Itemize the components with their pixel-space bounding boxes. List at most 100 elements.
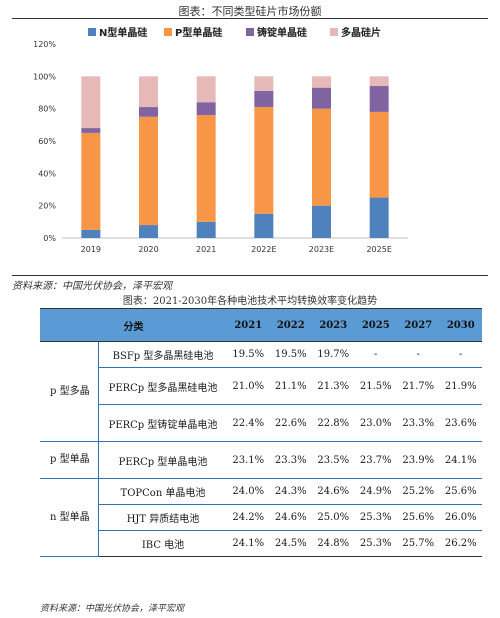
x-tick-label: 2020	[138, 245, 158, 254]
cell: 26.0%	[439, 504, 482, 531]
bar-segment	[196, 102, 216, 116]
legend-label: 铸锭单晶硅	[257, 26, 307, 39]
y-tick-label: 80%	[38, 105, 56, 114]
efficiency-table: 分类 2021 2022 2023 2025 2027 2030 p 型多晶 B…	[40, 308, 482, 557]
chart-axis: 0% 20% 40% 60% 80% 100% 120% 2019 2020 2021 2022E 2…	[33, 40, 408, 254]
bar-segment	[81, 229, 101, 238]
chart-bottom-rule	[12, 275, 488, 276]
table-row: PERCp 型铸锭单晶电池 22.4% 22.6% 22.8% 23.0% 23…	[40, 404, 482, 442]
cell: 23.3%	[397, 404, 440, 442]
bar-segment	[139, 225, 158, 238]
figure1-source: 资料来源：中国光伏协会，泽平宏观	[12, 281, 172, 292]
x-tick-label: 2023E	[309, 245, 334, 254]
cell: 24.2%	[227, 504, 270, 531]
bar-segment	[312, 108, 331, 206]
bar-segment	[81, 76, 101, 129]
table-row: p 型单晶 PERCp 型单晶电池 23.1% 23.3% 23.5% 23.7…	[40, 441, 482, 479]
legend-swatch	[330, 28, 338, 36]
bar-segment	[196, 76, 216, 103]
bar-segment	[254, 107, 274, 214]
cell: 24.3%	[269, 478, 312, 505]
cell: 25.0%	[312, 504, 355, 531]
cell: 24.9%	[354, 478, 397, 505]
y-tick-label: 0%	[43, 234, 56, 243]
header-year: 2027	[397, 308, 440, 342]
cell: 24.6%	[269, 504, 312, 531]
bar-segment	[139, 116, 158, 226]
cell: 19.7%	[312, 341, 355, 368]
cell: 23.5%	[312, 441, 355, 479]
chart-bars	[81, 76, 389, 238]
x-tick-label: 2022E	[251, 245, 276, 254]
cell: 23.6%	[439, 404, 482, 442]
bar-segment	[369, 111, 389, 198]
table-row: n 型单晶 TOPCon 单晶电池 24.0% 24.3% 24.6% 24.9…	[40, 478, 482, 557]
row-name: HJT 异质结电池	[98, 504, 227, 531]
group-label-p-multi: p 型多晶	[40, 341, 99, 442]
x-tick-label: 2025E	[366, 245, 391, 254]
cell: 24.5%	[269, 530, 312, 557]
top-rule	[12, 18, 488, 19]
cell: -	[397, 341, 440, 368]
table-header-row: 分类 2021 2022 2023 2025 2027 2030	[40, 308, 482, 342]
chart-legend: N型单晶硅 P型单晶硅 铸锭单晶硅 多晶硅片	[88, 26, 381, 39]
cell: -	[439, 341, 482, 368]
y-tick-label: 60%	[38, 137, 56, 146]
figure2-source: 资料来源：中国光伏协会，泽平宏观	[40, 604, 185, 614]
x-tick-label: 2019	[81, 245, 101, 254]
legend-label: N型单晶硅	[99, 26, 147, 39]
cell: 22.6%	[269, 404, 312, 442]
row-name: TOPCon 单晶电池	[98, 478, 227, 505]
bar-segment	[139, 76, 158, 108]
bar-segment	[254, 213, 274, 238]
cell: 23.1%	[227, 441, 270, 479]
table-row: IBC 电池 24.1% 24.5% 24.8% 25.3% 25.7% 26.…	[40, 530, 482, 557]
bar-segment	[254, 76, 274, 91]
cell: 19.5%	[227, 341, 270, 368]
group-label-n-mono: n 型单晶	[40, 478, 99, 557]
bar-segment	[196, 221, 216, 238]
bar-segment	[139, 107, 158, 117]
y-tick-label: 40%	[38, 169, 56, 178]
cell: 21.5%	[354, 367, 397, 405]
row-name: PERCp 型多晶黑硅电池	[98, 367, 227, 405]
market-share-chart: N型单晶硅 P型单晶硅 铸锭单晶硅 多晶硅片 0% 20% 40% 60% 80% 100% 12…	[0, 20, 500, 275]
bar-segment	[312, 205, 331, 238]
cell: 25.6%	[397, 504, 440, 531]
legend-swatch	[246, 28, 254, 36]
y-tick-label: 100%	[33, 72, 56, 81]
cell: 21.7%	[397, 367, 440, 405]
cell: 21.0%	[227, 367, 270, 405]
cell: 24.1%	[439, 441, 482, 479]
x-tick-label: 2021	[196, 245, 216, 254]
cell: 24.1%	[227, 530, 270, 557]
cell: 21.1%	[269, 367, 312, 405]
table-row: p 型多晶 BSFp 型多晶黑硅电池 19.5% 19.5% 19.7% - -…	[40, 341, 482, 442]
cell: 23.7%	[354, 441, 397, 479]
cell: 22.8%	[312, 404, 355, 442]
legend-swatch	[164, 28, 172, 36]
header-year: 2025	[354, 308, 397, 342]
y-tick-label: 20%	[38, 202, 56, 211]
header-year: 2030	[439, 308, 482, 342]
bar-segment	[254, 90, 274, 108]
cell: 25.6%	[439, 478, 482, 505]
bar-segment	[369, 76, 389, 87]
cell: 24.6%	[312, 478, 355, 505]
row-name: PERCp 型单晶电池	[98, 441, 227, 479]
row-name: BSFp 型多晶黑硅电池	[98, 341, 227, 368]
legend-swatch	[88, 28, 96, 36]
cell: 24.0%	[227, 478, 270, 505]
cell: -	[354, 341, 397, 368]
bar-segment	[312, 87, 331, 109]
y-tick-label: 120%	[33, 40, 56, 49]
cell: 25.3%	[354, 530, 397, 557]
header-category: 分类	[40, 308, 227, 342]
figure1-title: 图表：不同类型硅片市场份额	[178, 5, 322, 18]
cell: 25.3%	[354, 504, 397, 531]
cell: 26.2%	[439, 530, 482, 557]
row-name: PERCp 型铸锭单晶电池	[98, 404, 227, 442]
table-row: PERCp 型多晶黑硅电池 21.0% 21.1% 21.3% 21.5% 21…	[40, 367, 482, 405]
bar-segment	[369, 86, 389, 112]
row-name: IBC 电池	[98, 530, 227, 557]
